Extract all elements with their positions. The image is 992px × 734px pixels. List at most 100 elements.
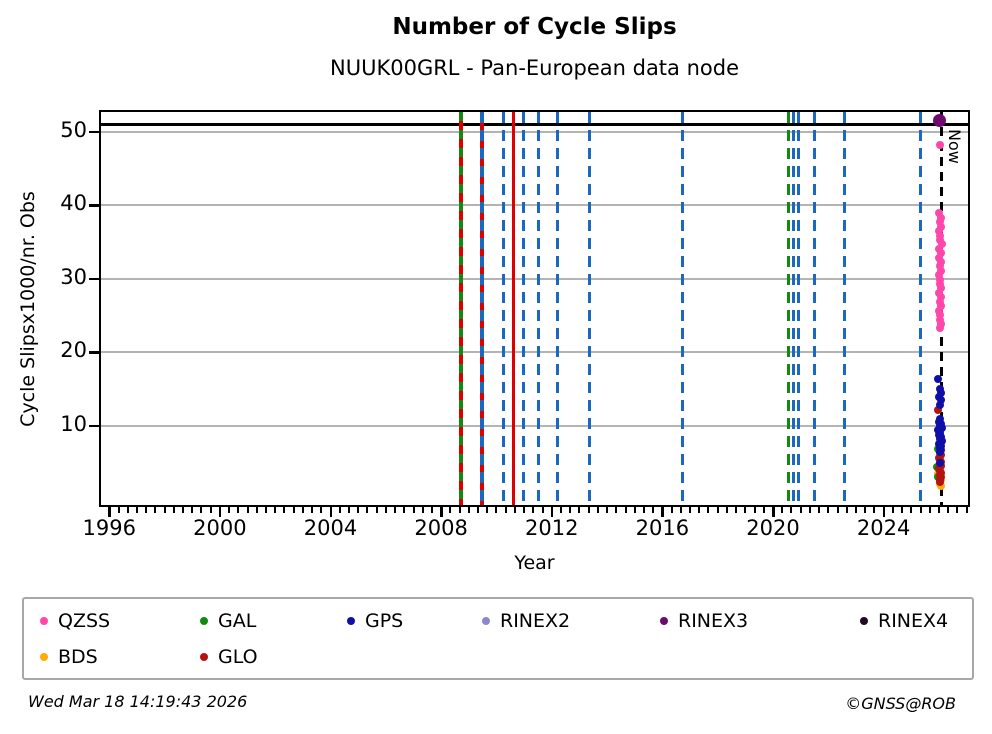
x-tick-minor (670, 507, 673, 513)
event-line-gps (792, 112, 796, 505)
data-point-glo (936, 477, 945, 486)
data-point-qzss (936, 275, 945, 284)
data-point-rinex3 (933, 113, 946, 127)
y-tick-major (89, 424, 99, 428)
legend-label: GPS (365, 610, 404, 632)
x-tick-minor (873, 507, 876, 513)
data-point-qzss (935, 297, 944, 306)
x-tick-minor (265, 507, 267, 513)
data-point-qzss (935, 324, 944, 333)
event-line-gps (555, 112, 559, 505)
y-tick-label: 40 (60, 191, 87, 216)
x-tick-label: 1996 (82, 516, 137, 540)
y-tick-label: 10 (60, 411, 87, 436)
x-tick-minor (449, 507, 452, 513)
gps-marker-icon (347, 617, 355, 625)
legend-label: RINEX3 (678, 610, 749, 632)
data-point-qzss (937, 222, 946, 231)
legend-item-rinex4: RINEX4 (860, 608, 948, 634)
event-line-gps (797, 112, 801, 505)
event-line-gps (501, 112, 505, 505)
data-point-qzss (936, 231, 945, 240)
y-tick-major (89, 130, 99, 134)
x-tick-major (882, 507, 886, 517)
y-tick-major (89, 277, 99, 281)
x-tick-minor (154, 507, 157, 513)
data-point-qzss (934, 227, 943, 236)
grid-line (101, 351, 968, 354)
grid-line (101, 277, 968, 280)
x-tick-minor (910, 507, 913, 513)
x-tick-major (661, 507, 664, 517)
data-point-gps (934, 374, 943, 383)
x-tick-minor (753, 507, 756, 513)
x-tick-label: 2008 (414, 516, 468, 540)
x-tick-minor (818, 507, 821, 513)
event-line-gps (680, 112, 684, 505)
data-point-gps (936, 400, 945, 409)
x-tick-minor (117, 507, 120, 513)
x-tick-minor (532, 507, 535, 513)
x-tick-minor (642, 507, 645, 513)
x-tick-minor (504, 507, 507, 513)
data-point-qzss (937, 302, 946, 311)
data-point-qzss (935, 262, 944, 271)
top-value-line (101, 122, 968, 126)
x-tick-minor (182, 507, 185, 513)
x-tick-minor (606, 507, 609, 513)
grid-line (101, 204, 968, 207)
event-line-gal-glo (459, 112, 463, 505)
event-line-gps (813, 112, 817, 505)
x-tick-minor (126, 507, 129, 513)
x-tick-minor (735, 507, 738, 513)
x-tick-minor (477, 507, 480, 513)
gal-marker-icon (200, 617, 208, 625)
x-tick-minor (172, 507, 175, 513)
x-tick-minor (320, 507, 323, 513)
x-tick-minor (956, 507, 959, 513)
data-point-qzss (934, 288, 943, 297)
data-point-gps (936, 458, 945, 467)
event-line-gal (787, 112, 791, 505)
x-tick-minor (965, 507, 968, 513)
data-point-qzss (934, 253, 943, 262)
x-tick-minor (237, 507, 240, 513)
x-tick-minor (145, 507, 148, 513)
x-tick-minor (781, 507, 784, 513)
x-tick-minor (744, 507, 747, 513)
legend-label: QZSS (58, 610, 111, 632)
footer-credit: ©GNSS@ROB (845, 694, 956, 713)
data-point-qzss (935, 244, 944, 253)
x-tick-label: 2000 (193, 516, 247, 540)
x-tick-minor (311, 507, 314, 513)
x-tick-minor (624, 507, 627, 513)
x-tick-minor (495, 507, 498, 513)
legend-item-gps: GPS (347, 608, 403, 634)
qzss-marker-icon (40, 617, 48, 625)
x-tick-minor (799, 507, 802, 513)
data-point-glo (934, 405, 943, 414)
data-point-qzss (937, 266, 946, 275)
data-point-qzss (935, 141, 944, 150)
x-tick-minor (486, 507, 489, 513)
y-tick-label: 50 (60, 117, 87, 142)
x-tick-minor (560, 507, 562, 513)
y-tick-major (89, 204, 99, 207)
x-tick-minor (891, 507, 894, 513)
x-tick-minor (292, 507, 295, 513)
x-tick-label: 2004 (303, 516, 358, 540)
y-tick-major (89, 351, 99, 354)
x-tick-minor (255, 507, 258, 513)
x-tick-major (108, 507, 111, 517)
x-tick-minor (578, 507, 581, 513)
x-tick-minor (274, 507, 277, 513)
x-tick-minor (937, 507, 940, 513)
legend-label: BDS (58, 646, 98, 668)
data-point-qzss (936, 249, 945, 258)
x-tick-minor (707, 507, 710, 513)
legend-item-glo: GLO (200, 644, 258, 670)
data-point-qzss (935, 218, 944, 227)
legend-item-rinex3: RINEX3 (660, 608, 748, 634)
rinex2-marker-icon (482, 617, 490, 625)
x-tick-label: 2016 (635, 516, 690, 540)
